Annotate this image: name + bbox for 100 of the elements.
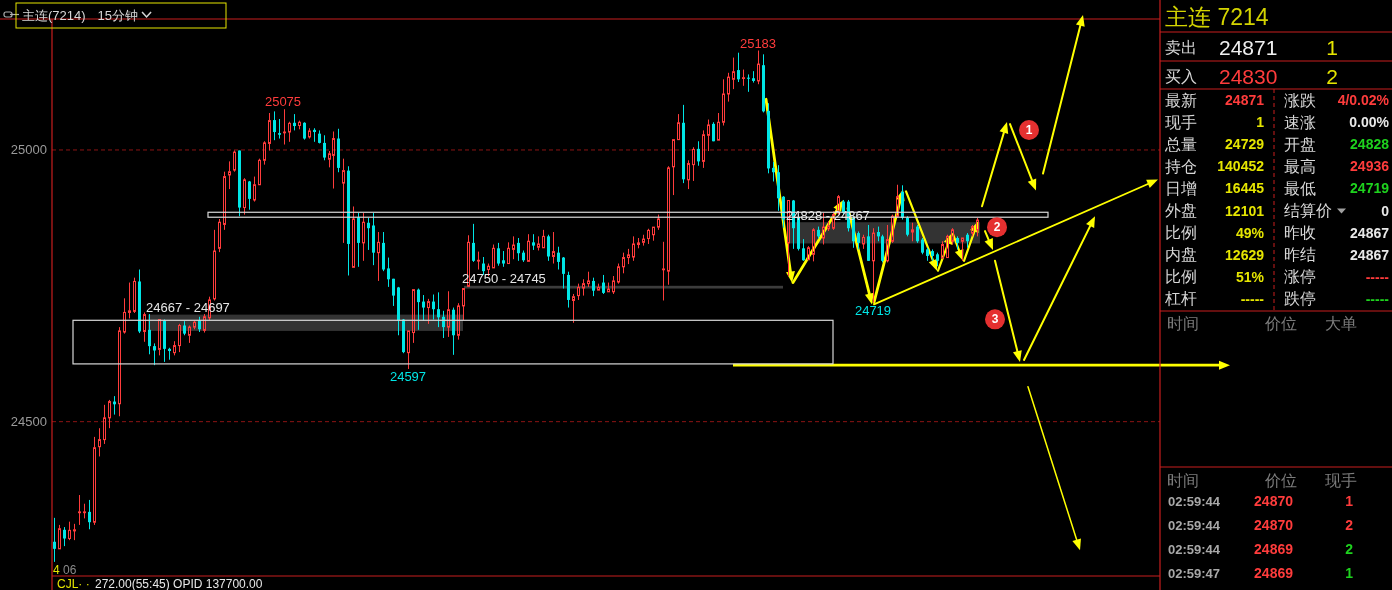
text: 比例 — [1165, 268, 1197, 286]
candlestick — [78, 494, 81, 526]
text: 16445 — [1225, 180, 1265, 197]
candlestick — [557, 246, 560, 271]
text: 涨停 — [1284, 268, 1316, 286]
text: 24828 — [1350, 136, 1390, 153]
text: 时间 — [1167, 314, 1199, 332]
text: ----- — [1365, 268, 1390, 285]
text: 最高 — [1284, 157, 1316, 175]
candlestick — [602, 274, 605, 295]
text: ----- — [1240, 290, 1265, 307]
candlestick — [323, 134, 326, 161]
text: 外盘 — [1165, 202, 1197, 219]
text: 价位 — [1264, 314, 1297, 332]
text: 杠杆 — [1164, 290, 1197, 308]
text: 24870 — [1254, 493, 1294, 509]
text: 现手 — [1165, 113, 1197, 131]
text: 49% — [1235, 224, 1265, 241]
candlestick — [392, 278, 395, 307]
candlestick — [737, 52, 740, 83]
text: ----- — [1365, 290, 1390, 307]
text: 12629 — [1225, 246, 1265, 263]
text: 02:59:44 — [1168, 517, 1221, 533]
candlestick — [143, 311, 146, 343]
candlestick — [652, 226, 655, 242]
candlestick — [417, 288, 420, 331]
candlestick — [148, 313, 151, 355]
candlestick — [273, 110, 276, 141]
text: 比例 — [1165, 224, 1197, 242]
candlestick — [367, 217, 370, 251]
candlestick — [552, 231, 555, 265]
text: 昨收 — [1284, 224, 1316, 242]
text: 速涨 — [1284, 113, 1316, 131]
candlestick — [592, 277, 595, 297]
text: 24719 — [1350, 180, 1390, 197]
candlestick — [437, 291, 440, 328]
candlestick — [697, 140, 700, 167]
annotation: 4 — [53, 563, 60, 577]
text: 跌停 — [1284, 290, 1316, 308]
candlestick — [412, 289, 415, 344]
text: 51% — [1235, 268, 1265, 285]
text: 卖出 — [1165, 38, 1197, 56]
text: 最新 — [1165, 91, 1197, 109]
text: 主连 7214 — [1165, 4, 1269, 30]
annotation: 06 — [63, 563, 77, 577]
text: 24936 — [1350, 158, 1390, 175]
candlestick — [527, 233, 530, 262]
candlestick — [53, 517, 56, 563]
annotation: 2 — [993, 220, 1001, 235]
chart-title: 主连(7214) — [22, 7, 86, 23]
y-tick-label: 25000 — [10, 142, 47, 158]
chart-subtitle: 15分钟 — [97, 7, 139, 23]
text: 24871 — [1219, 35, 1278, 59]
text: 涨跌 — [1284, 91, 1316, 109]
text: 最低 — [1284, 179, 1316, 197]
text: 1 — [1345, 565, 1354, 581]
candlestick — [507, 241, 510, 265]
candlestick — [278, 118, 281, 140]
candlestick — [662, 241, 665, 301]
text: 大单 — [1325, 314, 1357, 332]
candlestick — [497, 242, 500, 267]
text: 内盘 — [1165, 246, 1197, 264]
annotation: 24597 — [389, 369, 427, 385]
text: 2 — [1326, 64, 1338, 88]
text: 价位 — [1264, 471, 1297, 489]
candlestick — [432, 294, 435, 321]
candlestick — [747, 73, 750, 93]
text: 开盘 — [1284, 135, 1316, 153]
candlestick — [447, 290, 450, 338]
text: 02:59:47 — [1168, 565, 1221, 581]
candlestick — [802, 238, 805, 262]
candlestick — [342, 158, 345, 244]
candlestick — [387, 257, 390, 288]
candlestick — [88, 499, 91, 530]
candlestick — [283, 108, 286, 146]
annotation: 24719 — [854, 302, 892, 318]
annotation: 25075 — [264, 93, 302, 109]
text: 24870 — [1254, 517, 1294, 533]
candlestick — [722, 78, 725, 127]
candlestick — [772, 161, 775, 182]
candlestick — [462, 288, 465, 321]
text: 日增 — [1165, 179, 1197, 197]
text: 02:59:44 — [1168, 541, 1221, 557]
candlestick — [332, 130, 335, 190]
candlestick — [98, 427, 101, 457]
text: 272.00(55:45) OPID 137700.00 — [95, 577, 263, 590]
candlestick — [472, 223, 475, 263]
text: CJL· · — [57, 577, 90, 590]
annotation: 1 — [1025, 123, 1033, 137]
text: 0.00% — [1349, 114, 1390, 131]
candlestick — [732, 57, 735, 90]
text: 现手 — [1325, 471, 1357, 489]
text: 1 — [1326, 35, 1338, 59]
text: 买入 — [1165, 67, 1197, 85]
candlestick — [692, 146, 695, 182]
candlestick — [547, 234, 550, 262]
text: 140452 — [1217, 158, 1265, 175]
candlestick — [562, 256, 565, 290]
text: 1 — [1345, 493, 1354, 509]
text: 12101 — [1225, 202, 1265, 219]
